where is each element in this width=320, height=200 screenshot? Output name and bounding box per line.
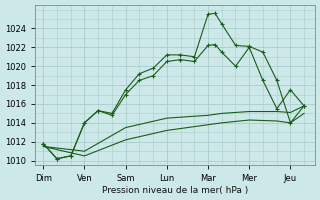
X-axis label: Pression niveau de la mer( hPa ): Pression niveau de la mer( hPa )	[102, 186, 248, 195]
